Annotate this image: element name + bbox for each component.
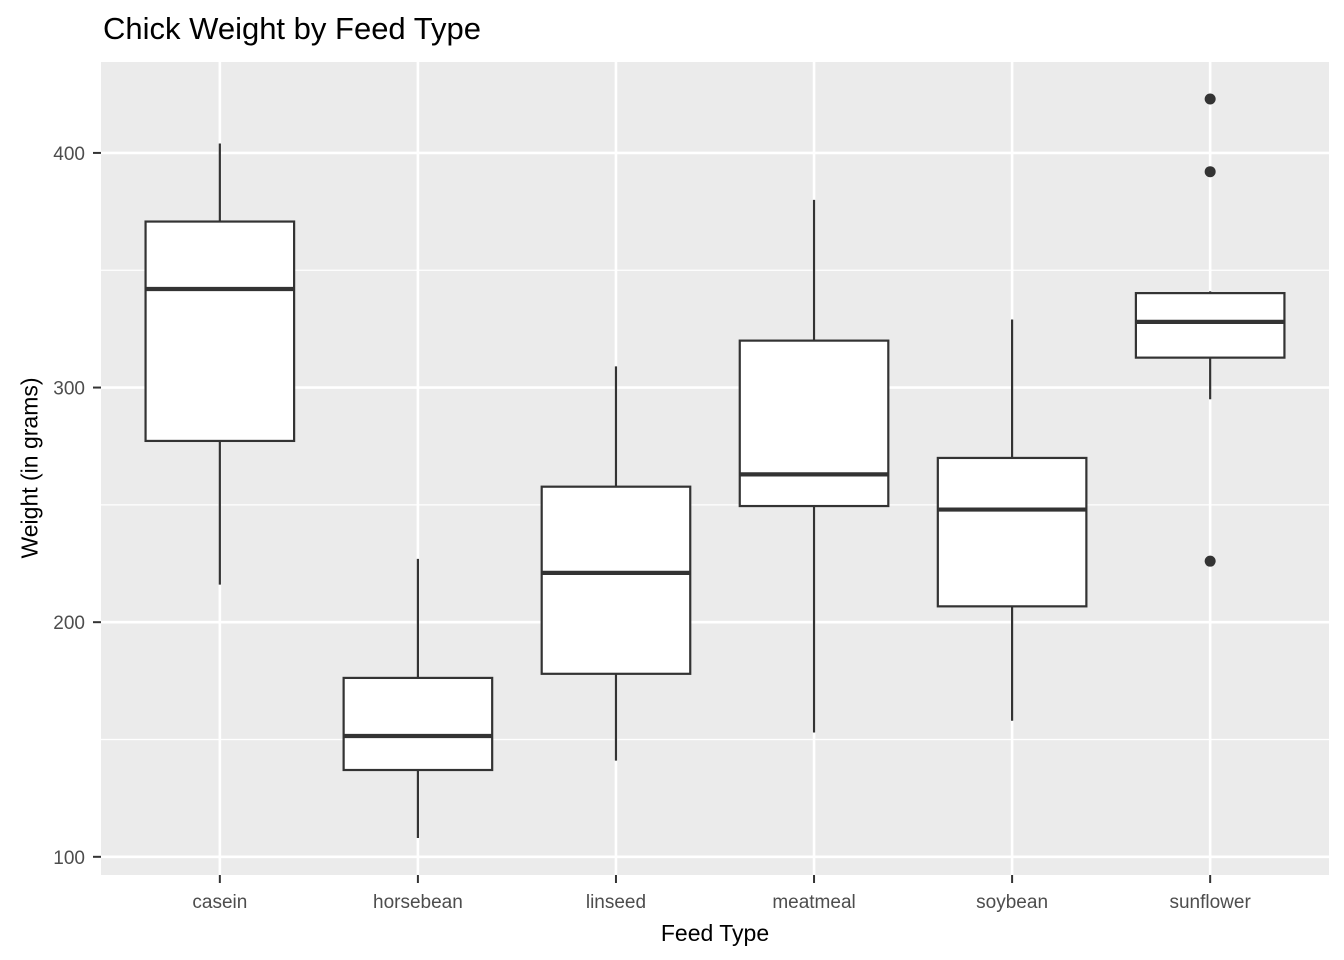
outlier-sunflower-0	[1204, 93, 1216, 105]
x-tick-label-meatmeal: meatmeal	[772, 892, 855, 913]
boxplot-box-casein	[144, 220, 296, 443]
x-tick-label-linseed: linseed	[586, 892, 646, 913]
x-tick-label-soybean: soybean	[976, 892, 1048, 913]
y-tick-label-300: 300	[53, 379, 85, 400]
x-axis-title: Feed Type	[660, 920, 770, 946]
outlier-sunflower-1	[1204, 166, 1216, 178]
x-tick-label-casein: casein	[192, 892, 247, 913]
boxplot-box-horsebean	[342, 676, 494, 772]
boxplot-box-soybean	[936, 456, 1088, 608]
outlier-sunflower-2	[1204, 555, 1216, 567]
y-tick-label-400: 400	[53, 144, 85, 165]
chart-title: Chick Weight by Feed Type	[103, 11, 481, 46]
y-tick-label-200: 200	[53, 613, 85, 634]
panel-background	[101, 62, 1329, 875]
boxplot-box-linseed	[540, 485, 692, 675]
boxplot-box-sunflower	[1134, 292, 1286, 359]
x-tick-label-horsebean: horsebean	[373, 892, 463, 913]
y-tick-label-100: 100	[53, 848, 85, 869]
boxplot-box-meatmeal	[738, 339, 890, 508]
x-tick-label-sunflower: sunflower	[1169, 892, 1251, 913]
